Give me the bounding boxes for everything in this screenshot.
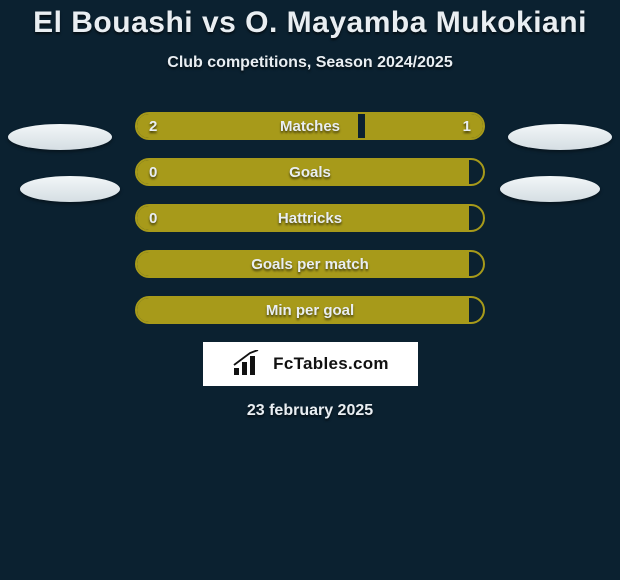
bar-left xyxy=(137,206,469,230)
player-badge xyxy=(8,124,112,150)
logo-text: FcTables.com xyxy=(273,354,389,374)
bar-track: Matches21 xyxy=(135,112,485,140)
bar-left xyxy=(137,298,469,322)
stat-row: Min per goal xyxy=(0,296,620,324)
stat-row: Hattricks0 xyxy=(0,204,620,232)
subtitle: Club competitions, Season 2024/2025 xyxy=(0,54,620,72)
player-badge xyxy=(500,176,600,202)
player-badge xyxy=(20,176,120,202)
player-badge xyxy=(508,124,612,150)
stat-row: Goals per match xyxy=(0,250,620,278)
bar-track: Goals per match xyxy=(135,250,485,278)
page-title: El Bouashi vs O. Mayamba Mukokiani xyxy=(0,6,620,40)
bar-track: Goals0 xyxy=(135,158,485,186)
bar-left xyxy=(137,160,469,184)
bar-track: Min per goal xyxy=(135,296,485,324)
snapshot-date: 23 february 2025 xyxy=(0,402,620,420)
bars-icon xyxy=(231,350,267,378)
bar-track: Hattricks0 xyxy=(135,204,485,232)
logo-box: FcTables.com xyxy=(203,342,418,386)
bar-left xyxy=(137,114,358,138)
comparison-widget: El Bouashi vs O. Mayamba Mukokiani Club … xyxy=(0,0,620,420)
bar-left xyxy=(137,252,469,276)
bar-right xyxy=(365,114,483,138)
